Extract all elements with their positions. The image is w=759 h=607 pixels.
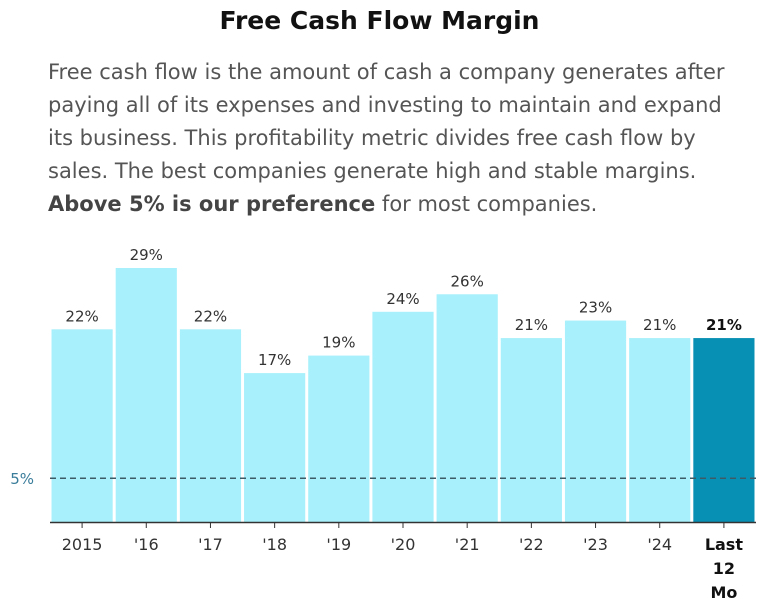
bar-0 [51,329,113,522]
bar-5 [372,311,434,522]
x-tick-label-0: 2015 [62,535,103,554]
data-label-8: 23% [579,299,612,317]
data-label-10: 21% [706,316,742,334]
data-label-5: 24% [386,290,419,308]
data-label-1: 29% [130,246,163,264]
reference-label: 5% [10,470,34,488]
data-label-4: 19% [322,334,355,352]
bar-8 [564,320,627,522]
data-label-9: 21% [643,316,676,334]
x-tick-label-10: Last 12 Mo [705,535,744,602]
bar-4 [308,355,370,522]
bar-1 [115,268,177,522]
bar-7 [500,338,562,522]
bar-10 [693,338,755,522]
data-label-3: 17% [258,351,291,369]
bar-2 [179,329,242,522]
bar-6 [436,294,498,522]
chart-description: Free cash flow is the amount of cash a c… [48,56,748,221]
description-outro: for most companies. [381,192,598,216]
x-tick-label-9: '24 [647,535,672,554]
x-tick-label-5: '20 [391,535,416,554]
x-tick-label-8: '23 [583,535,608,554]
bar-3 [244,373,306,522]
data-label-7: 21% [515,316,548,334]
data-label-6: 26% [451,272,484,290]
description-intro: Free cash flow is the amount of cash a c… [48,60,725,183]
x-tick-label-1: '16 [134,535,159,554]
x-tick-label-4: '19 [326,535,351,554]
x-tick-label-3: '18 [262,535,287,554]
chart-title: Free Cash Flow Margin [219,6,540,35]
data-label-2: 22% [194,307,227,325]
x-tick-label-7: '22 [519,535,544,554]
bar-9 [629,338,691,522]
x-tick-label-2: '17 [198,535,223,554]
description-emphasis: Above 5% is our preference [48,192,376,216]
x-tick-label-6: '21 [455,535,480,554]
data-label-0: 22% [65,307,98,325]
